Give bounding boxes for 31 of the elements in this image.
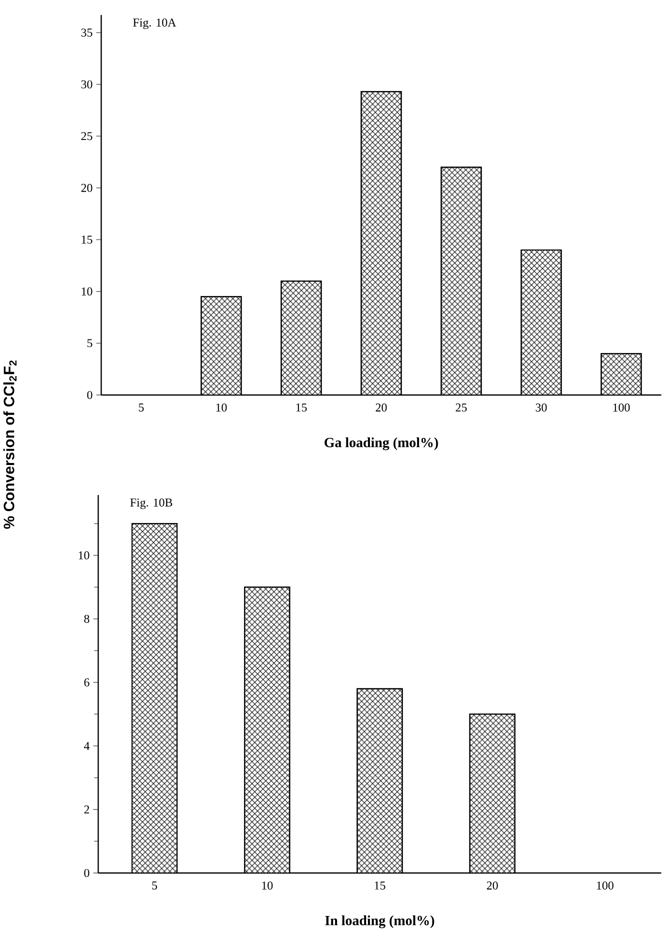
x-tick-label: 20 [486, 882, 498, 890]
x-axis-title: Ga loading (mol%) [324, 437, 438, 450]
y-tick-label: 15 [82, 236, 92, 244]
y-tick-label: 35 [81, 28, 92, 37]
chart-title: Fig. 10A [133, 18, 176, 30]
x-tick-label: 100 [597, 882, 614, 890]
x-tick-label: 5 [152, 882, 158, 890]
x-tick-label: 10 [216, 404, 227, 412]
x-tick-label: 15 [296, 404, 307, 412]
x-tick-label: 25 [456, 404, 467, 412]
x-axis-title: In loading (mol%) [325, 915, 434, 928]
y-tick-label: 8 [84, 614, 90, 623]
x-tick-label: 30 [536, 404, 547, 412]
y-axis-title: % Conversion of CCl$_{2}$F$_{2}$ [3, 360, 17, 529]
x-tick-label: 100 [613, 404, 630, 412]
y-tick-label: 10 [82, 287, 92, 296]
x-tick-label: 15 [374, 882, 386, 890]
x-tick-label: 10 [262, 882, 273, 890]
y-tick-label: 4 [84, 742, 90, 750]
y-tick-label: 6 [84, 678, 90, 686]
y-tick-label: 5 [88, 339, 92, 348]
x-tick-label: 20 [376, 404, 387, 412]
x-tick-label: 5 [139, 404, 144, 412]
y-tick-label: 0 [84, 868, 90, 878]
y-tick-label: 30 [81, 80, 92, 88]
y-tick-label: 0 [87, 390, 92, 400]
y-tick-label: 25 [81, 132, 92, 140]
chart-title: Fig. 10B [130, 498, 172, 510]
y-tick-label: 2 [84, 806, 90, 814]
y-tick-label: 10 [78, 551, 90, 560]
y-tick-label: 20 [81, 184, 92, 192]
